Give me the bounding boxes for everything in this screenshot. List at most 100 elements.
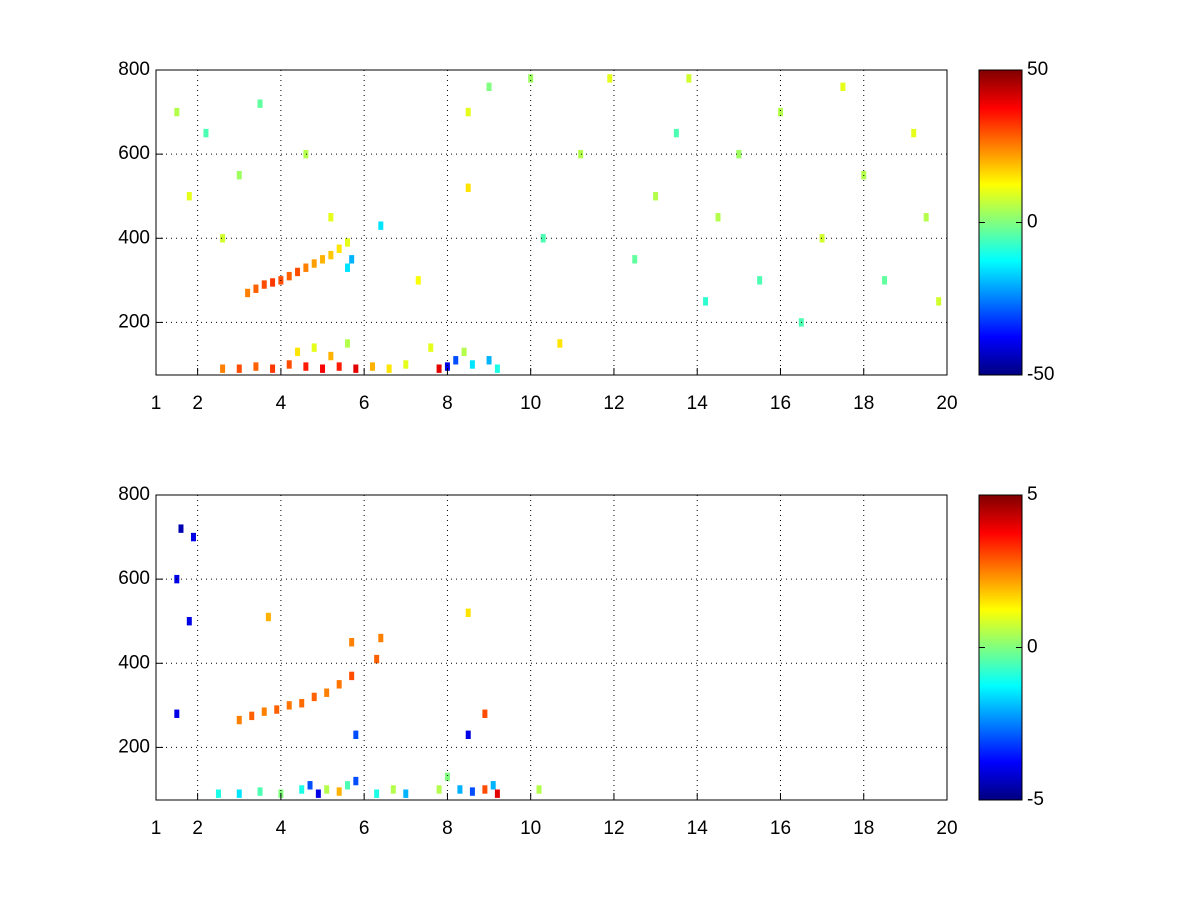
x-tick-label: 20 [936, 818, 957, 839]
heatmap-cell [328, 351, 334, 361]
heatmap-cell [174, 107, 180, 117]
heatmap-cell [436, 364, 442, 373]
y-tick-label: 800 [118, 484, 150, 505]
heatmap-cell [557, 339, 563, 348]
heatmap-cell [270, 364, 276, 373]
heatmap-cell [461, 347, 467, 357]
heatmap-cell [345, 263, 351, 272]
heatmap-cell [374, 654, 380, 664]
heatmap-cell [299, 785, 305, 794]
heatmap-cell [353, 364, 359, 373]
heatmap-cell [453, 356, 459, 365]
y-tick-label: 800 [118, 59, 150, 80]
heatmap-cell [936, 297, 942, 306]
heatmap-cell [220, 364, 226, 373]
heatmap-cell [215, 789, 221, 798]
heatmap-cells [174, 74, 942, 373]
heatmap-cell [777, 107, 783, 117]
x-tick-label: 12 [603, 818, 624, 839]
heatmap-cell [482, 785, 488, 794]
heatmap-cell [265, 612, 271, 622]
heatmap-cell [403, 789, 409, 798]
heatmap-cell [494, 364, 500, 373]
heatmap-cell [444, 772, 450, 782]
colorbar-tick-label: -5 [1027, 789, 1044, 810]
heatmap-cell [261, 280, 267, 289]
heatmap-cell [245, 288, 251, 298]
y-tick-label: 200 [118, 311, 150, 332]
heatmap-cell [540, 234, 546, 243]
heatmap-cell [190, 532, 196, 542]
heatmap-cell [403, 360, 409, 369]
x-tick-label: 1 [151, 818, 162, 839]
heatmap-cell [286, 360, 292, 369]
heatmap-cell [469, 360, 475, 369]
heatmap-cell [236, 364, 242, 373]
axes-box [155, 69, 948, 376]
heatmap-cell [494, 789, 500, 798]
heatmap-cell [303, 263, 309, 272]
colorbar [978, 69, 1023, 376]
heatmap-cell [345, 339, 351, 348]
heatmap-cell [203, 128, 209, 138]
x-tick-label: 4 [276, 818, 287, 839]
x-tick-label: 1 [151, 393, 162, 414]
heatmap-cell [653, 192, 659, 201]
heatmap-cell [736, 149, 742, 159]
colorbar-tick-label: 0 [1027, 637, 1038, 658]
colorbar-tick-label: 5 [1027, 484, 1038, 505]
heatmap-cell [186, 192, 192, 201]
heatmap-cell [220, 234, 226, 243]
heatmap-cell [174, 709, 180, 718]
heatmap-cell [465, 107, 471, 117]
heatmap-cell [345, 238, 351, 247]
heatmap-cell [311, 259, 317, 268]
x-tick-label: 18 [853, 818, 874, 839]
heatmap-cell [253, 362, 259, 371]
heatmap-cell [819, 234, 825, 243]
x-tick-label: 14 [687, 818, 709, 839]
x-tick-label: 16 [770, 393, 791, 414]
heatmap-cell [536, 785, 542, 794]
heatmap-cell [911, 128, 917, 138]
y-tick-label: 200 [118, 736, 150, 757]
heatmap-cell [336, 244, 342, 253]
heatmap-cell [415, 276, 421, 285]
heatmap-cell [715, 213, 721, 222]
heatmap-cell [632, 255, 638, 264]
x-tick-label: 18 [853, 393, 874, 414]
x-tick-label: 8 [442, 393, 453, 414]
heatmap-cell [353, 776, 359, 786]
heatmap-cell [486, 82, 492, 92]
heatmap-cell [274, 705, 280, 714]
heatmap-cell [607, 74, 613, 83]
heatmap-cell [369, 362, 375, 371]
colorbar-tick-label: 0 [1027, 212, 1038, 233]
heatmap-cell [386, 364, 392, 373]
heatmap-cell [482, 709, 488, 718]
heatmap-cell [390, 785, 396, 794]
heatmap-cell [324, 688, 330, 697]
heatmap-cell [320, 255, 326, 264]
heatmap-cells [174, 524, 542, 798]
heatmap-cell [286, 701, 292, 710]
heatmap-cell [236, 715, 242, 725]
heatmap-cell [349, 255, 355, 264]
heatmap-cell [757, 276, 763, 285]
heatmap-cell [336, 680, 342, 689]
heatmap-cell [465, 183, 471, 192]
heatmap-cell [465, 608, 471, 617]
heatmap-cell [320, 364, 326, 373]
heatmap-cell [349, 671, 355, 681]
heatmap-cell [486, 356, 492, 365]
y-tick-label: 400 [118, 227, 150, 248]
heatmap-cell [299, 699, 305, 708]
x-tick-label: 2 [192, 818, 203, 839]
heatmap-cell [236, 789, 242, 798]
heatmap-cell [286, 271, 292, 281]
heatmap-cell [178, 524, 184, 533]
heatmap-cell [236, 170, 242, 180]
heatmap-cell [295, 267, 301, 277]
x-tick-label: 16 [770, 818, 791, 839]
x-tick-label: 10 [520, 393, 541, 414]
